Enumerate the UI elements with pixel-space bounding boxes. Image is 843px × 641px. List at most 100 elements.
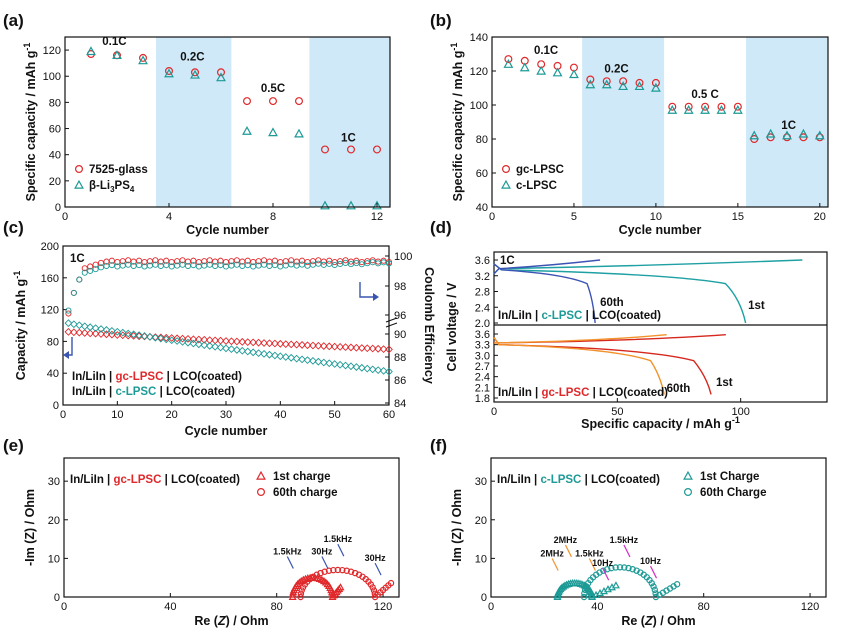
panel-e-point-60th charge xyxy=(298,587,305,594)
panel-c-capacity-point xyxy=(156,333,165,342)
panel-c-capacity-point xyxy=(352,363,361,371)
panel-b-point-gc-LPSC xyxy=(701,102,710,111)
panel-a-rate-label: 0.2C xyxy=(180,52,204,64)
panel-a-xtick-label: 0 xyxy=(62,211,68,223)
panel-c-capacity-point xyxy=(222,344,230,353)
panel-e-ylabel-text: -Im (Z) / Ohm xyxy=(23,489,37,566)
panel-a-legend-label: 7525-glass xyxy=(89,164,148,176)
panel-label-a: (a) xyxy=(3,11,24,30)
panel-a-ylabel: Specific capacity / mAh g-1 xyxy=(22,43,38,202)
panel-a-rate-label: 0.5C xyxy=(261,83,285,95)
panel-e-point-60th charge xyxy=(343,567,350,574)
panel-c-capacity-point xyxy=(347,362,355,371)
panel-c-efficiency-point xyxy=(288,257,295,264)
panel-a-point-β-Li3PS4 xyxy=(268,127,278,137)
panel-c-efficiency-point xyxy=(65,310,72,317)
panel-c-capacity-point xyxy=(325,359,334,368)
panel-d-inset-title: 1C xyxy=(500,255,515,267)
panel-c-efficiency-point xyxy=(206,257,213,264)
panel-b-xtick-label: 5 xyxy=(571,211,577,223)
panel-c-capacity-point xyxy=(102,326,111,334)
panel-a-point-7525-glass xyxy=(321,145,330,154)
panel-c-capacity-point xyxy=(238,337,247,346)
panel-a-ytick-label: 100 xyxy=(43,71,61,83)
panel-a-point-β-Li3PS4 xyxy=(294,128,304,138)
panel-c-capacity-point xyxy=(86,329,95,338)
panel-e-freq-arrow xyxy=(286,556,294,569)
panel-c-capacity-point xyxy=(260,339,268,347)
panel-e-point-1st charge xyxy=(336,583,345,591)
panel-c-capacity-point xyxy=(319,342,328,350)
panel-b-legend-marker xyxy=(502,165,511,174)
panel-c-efficiency-point xyxy=(299,257,306,264)
panel-a-xtick-label: 12 xyxy=(371,211,383,223)
panel-b-point-c-LPSC xyxy=(782,130,792,140)
panel-b-point-c-LPSC xyxy=(552,67,563,77)
panel-d-discharge-curve-1st xyxy=(493,263,747,324)
panel-b-ytick-label: 100 xyxy=(470,100,488,112)
panel-c-capacity-point xyxy=(243,338,252,346)
panel-c-capacity-point xyxy=(385,345,393,354)
panel-c-y2label: Coulomb Efficiency xyxy=(422,267,436,384)
panel-c-efficiency-point xyxy=(380,259,387,266)
panel-label-f: (f) xyxy=(430,436,447,455)
panel-b-rate-band xyxy=(582,37,665,207)
panel-b-ytick-label: 140 xyxy=(470,32,488,44)
panel-c-efficiency-point xyxy=(369,259,376,266)
panel-b-point-c-LPSC xyxy=(700,104,711,114)
panel-f-freq-label: 2MHz xyxy=(554,535,578,545)
panel-d-ytick-label: 2.8 xyxy=(475,287,490,299)
panel-b-point-gc-LPSC xyxy=(586,75,595,84)
panel-c-efficiency-point xyxy=(152,257,159,264)
panel-c-capacity-point xyxy=(330,360,339,368)
panel-c-capacity-point xyxy=(379,345,388,353)
panel-c-capacity-point xyxy=(194,340,203,349)
panel-e-point-60th charge xyxy=(317,569,324,577)
panel-c-efficiency-point xyxy=(65,307,72,314)
panel-d-charge-curve-1st xyxy=(493,259,803,275)
panel-c-efficiency-point xyxy=(342,259,349,266)
panel-c-capacity-point xyxy=(80,329,89,337)
panel-a-rate-label: 0.1C xyxy=(102,36,126,48)
panel-d-ytick-label: 3.2 xyxy=(475,271,490,283)
panel-c-capacity-point xyxy=(303,356,312,365)
panel-c-efficiency-point xyxy=(190,262,197,269)
panel-c-capacity-point xyxy=(189,335,198,344)
panel-a-point-β-Li3PS4 xyxy=(190,69,200,79)
panel-c-capacity-point xyxy=(200,341,209,350)
panel-f-point-1st Charge xyxy=(553,592,562,600)
panel-e-xtick-label: 0 xyxy=(61,601,67,613)
panel-c-efficiency-point xyxy=(326,260,333,267)
panel-c-capacity-point xyxy=(336,360,344,369)
panel-c-inset-title: 1C xyxy=(70,253,85,265)
panel-b-ylabel: Specific capacity / mAh g-1 xyxy=(449,43,465,202)
panel-e-freq-label: 30Hz xyxy=(311,547,333,557)
panel-c-capacity-point xyxy=(254,338,263,347)
panel-a-point-β-Li3PS4 xyxy=(242,126,252,135)
panel-c-efficiency-point xyxy=(81,265,88,272)
panel-f-point-60th Charge xyxy=(581,590,588,597)
panel-c-capacity-point xyxy=(102,330,111,339)
panel-c-efficiency-point xyxy=(97,264,105,271)
panel-d-xtick-label: 50 xyxy=(611,406,623,418)
panel-f-ytick-label: 0 xyxy=(481,592,487,604)
panel-c-arrow-left-head xyxy=(63,351,69,359)
panel-a-ytick-label: 40 xyxy=(49,150,61,162)
panel-c-efficiency-point xyxy=(288,261,295,268)
panel-c-capacity-point xyxy=(167,336,176,345)
panel-c-efficiency-point xyxy=(233,257,240,264)
panel-c-capacity-point xyxy=(91,329,100,338)
panel-d-ytick-label: 2.1 xyxy=(475,382,490,394)
panel-c-capacity-point xyxy=(298,355,306,364)
panel-c-capacity-point xyxy=(205,336,214,344)
panel-c-capacity-point xyxy=(271,351,279,360)
panel-f-point-60th Charge xyxy=(608,564,615,572)
panel-c-capacity-point xyxy=(303,341,312,350)
panel-c-capacity-point xyxy=(238,346,247,355)
panel-c-capacity-point xyxy=(385,367,393,376)
panel-e-xtick-label: 120 xyxy=(374,601,392,613)
panel-b-legend-label: gc-LPSC xyxy=(516,164,564,176)
panel-e-xtick-label: 40 xyxy=(164,601,176,613)
panel-c-capacity-point xyxy=(216,343,225,352)
panel-f-point-60th Charge xyxy=(604,566,611,573)
